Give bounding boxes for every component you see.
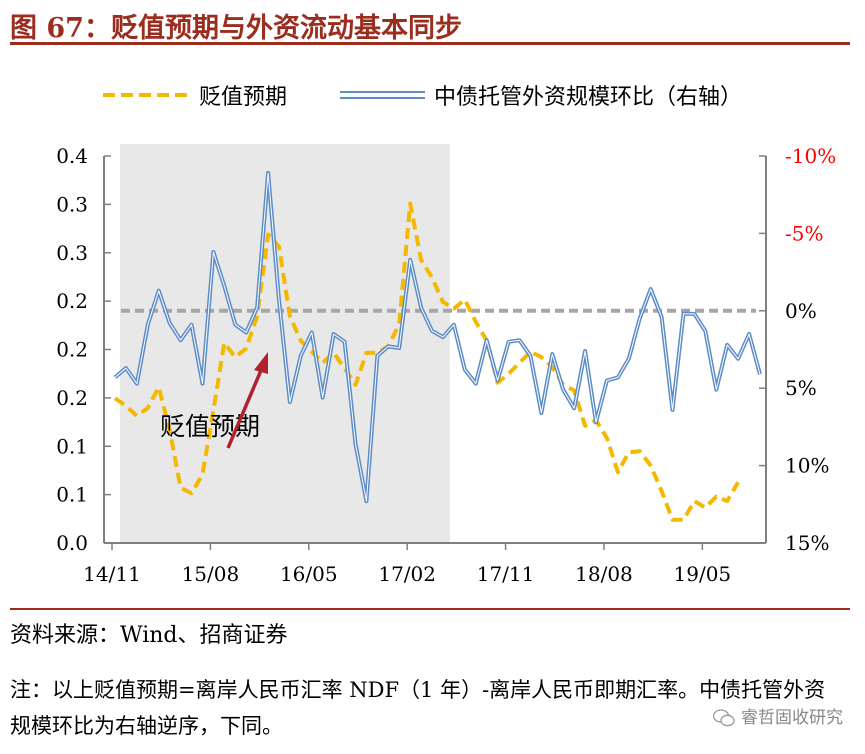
legend-label-foreign: 中债托管外资规模环比（右轴） — [434, 85, 742, 110]
annotation-label: 贬值预期 — [160, 412, 260, 441]
x-tick-label: 18/08 — [575, 562, 633, 586]
title-rule — [10, 42, 850, 45]
left-tick-label: 0.1 — [56, 434, 88, 458]
wechat-icon — [713, 709, 735, 727]
axes: 0.0 0.1 0.1 0.2 0.2 0.2 0.3 0.3 0.4 -10% -5% 0% 5% 10… — [56, 144, 836, 586]
x-tick-label: 14/11 — [83, 562, 141, 586]
left-tick-label: 0.1 — [56, 483, 88, 507]
x-tick-label: 17/11 — [477, 562, 535, 586]
right-tick-label: -5% — [785, 221, 824, 245]
left-tick-label: 0.0 — [56, 531, 88, 555]
legend-label-depreciation: 贬值预期 — [199, 85, 287, 110]
source-rule — [10, 608, 850, 610]
right-tick-label: 5% — [785, 376, 817, 400]
left-tick-label: 0.2 — [56, 289, 88, 313]
watermark-text: 睿哲固收研究 — [741, 708, 843, 728]
annotation-arrow — [226, 352, 268, 449]
legend: 贬值预期 中债托管外资规模环比（右轴） — [103, 85, 742, 110]
right-tick-label: -10% — [785, 144, 836, 168]
note-text: 注：以上贬值预期=离岸人民币汇率 NDF（1 年）-离岸人民币即期汇率。中债托管… — [10, 678, 826, 738]
right-tick-label: 10% — [785, 454, 829, 478]
x-tick-label: 19/05 — [674, 562, 732, 586]
chart-canvas: 贬值预期 中债托管外资规模环比（右轴） 0.00.10.10.20.20.20.… — [56, 85, 836, 586]
plot-area — [113, 171, 762, 522]
series-line-foreign-inner — [114, 172, 761, 502]
figure-title: 图 67：贬值预期与外资流动基本同步 — [10, 13, 462, 44]
right-tick-label: 15% — [785, 531, 829, 555]
series-line-depreciation — [113, 201, 740, 522]
x-tick-label: 16/05 — [280, 562, 338, 586]
left-tick-label: 0.2 — [56, 386, 88, 410]
left-tick-label: 0.3 — [56, 192, 88, 216]
right-tick-label: 0% — [785, 299, 817, 323]
watermark: 睿哲固收研究 — [713, 703, 843, 728]
source-text: 资料来源：Wind、招商证券 — [10, 623, 288, 648]
left-tick-label: 0.3 — [56, 241, 88, 265]
left-tick-label: 0.4 — [56, 144, 88, 168]
x-tick-label: 17/02 — [378, 562, 436, 586]
left-tick-label: 0.2 — [56, 338, 88, 362]
x-tick-label: 15/08 — [182, 562, 240, 586]
